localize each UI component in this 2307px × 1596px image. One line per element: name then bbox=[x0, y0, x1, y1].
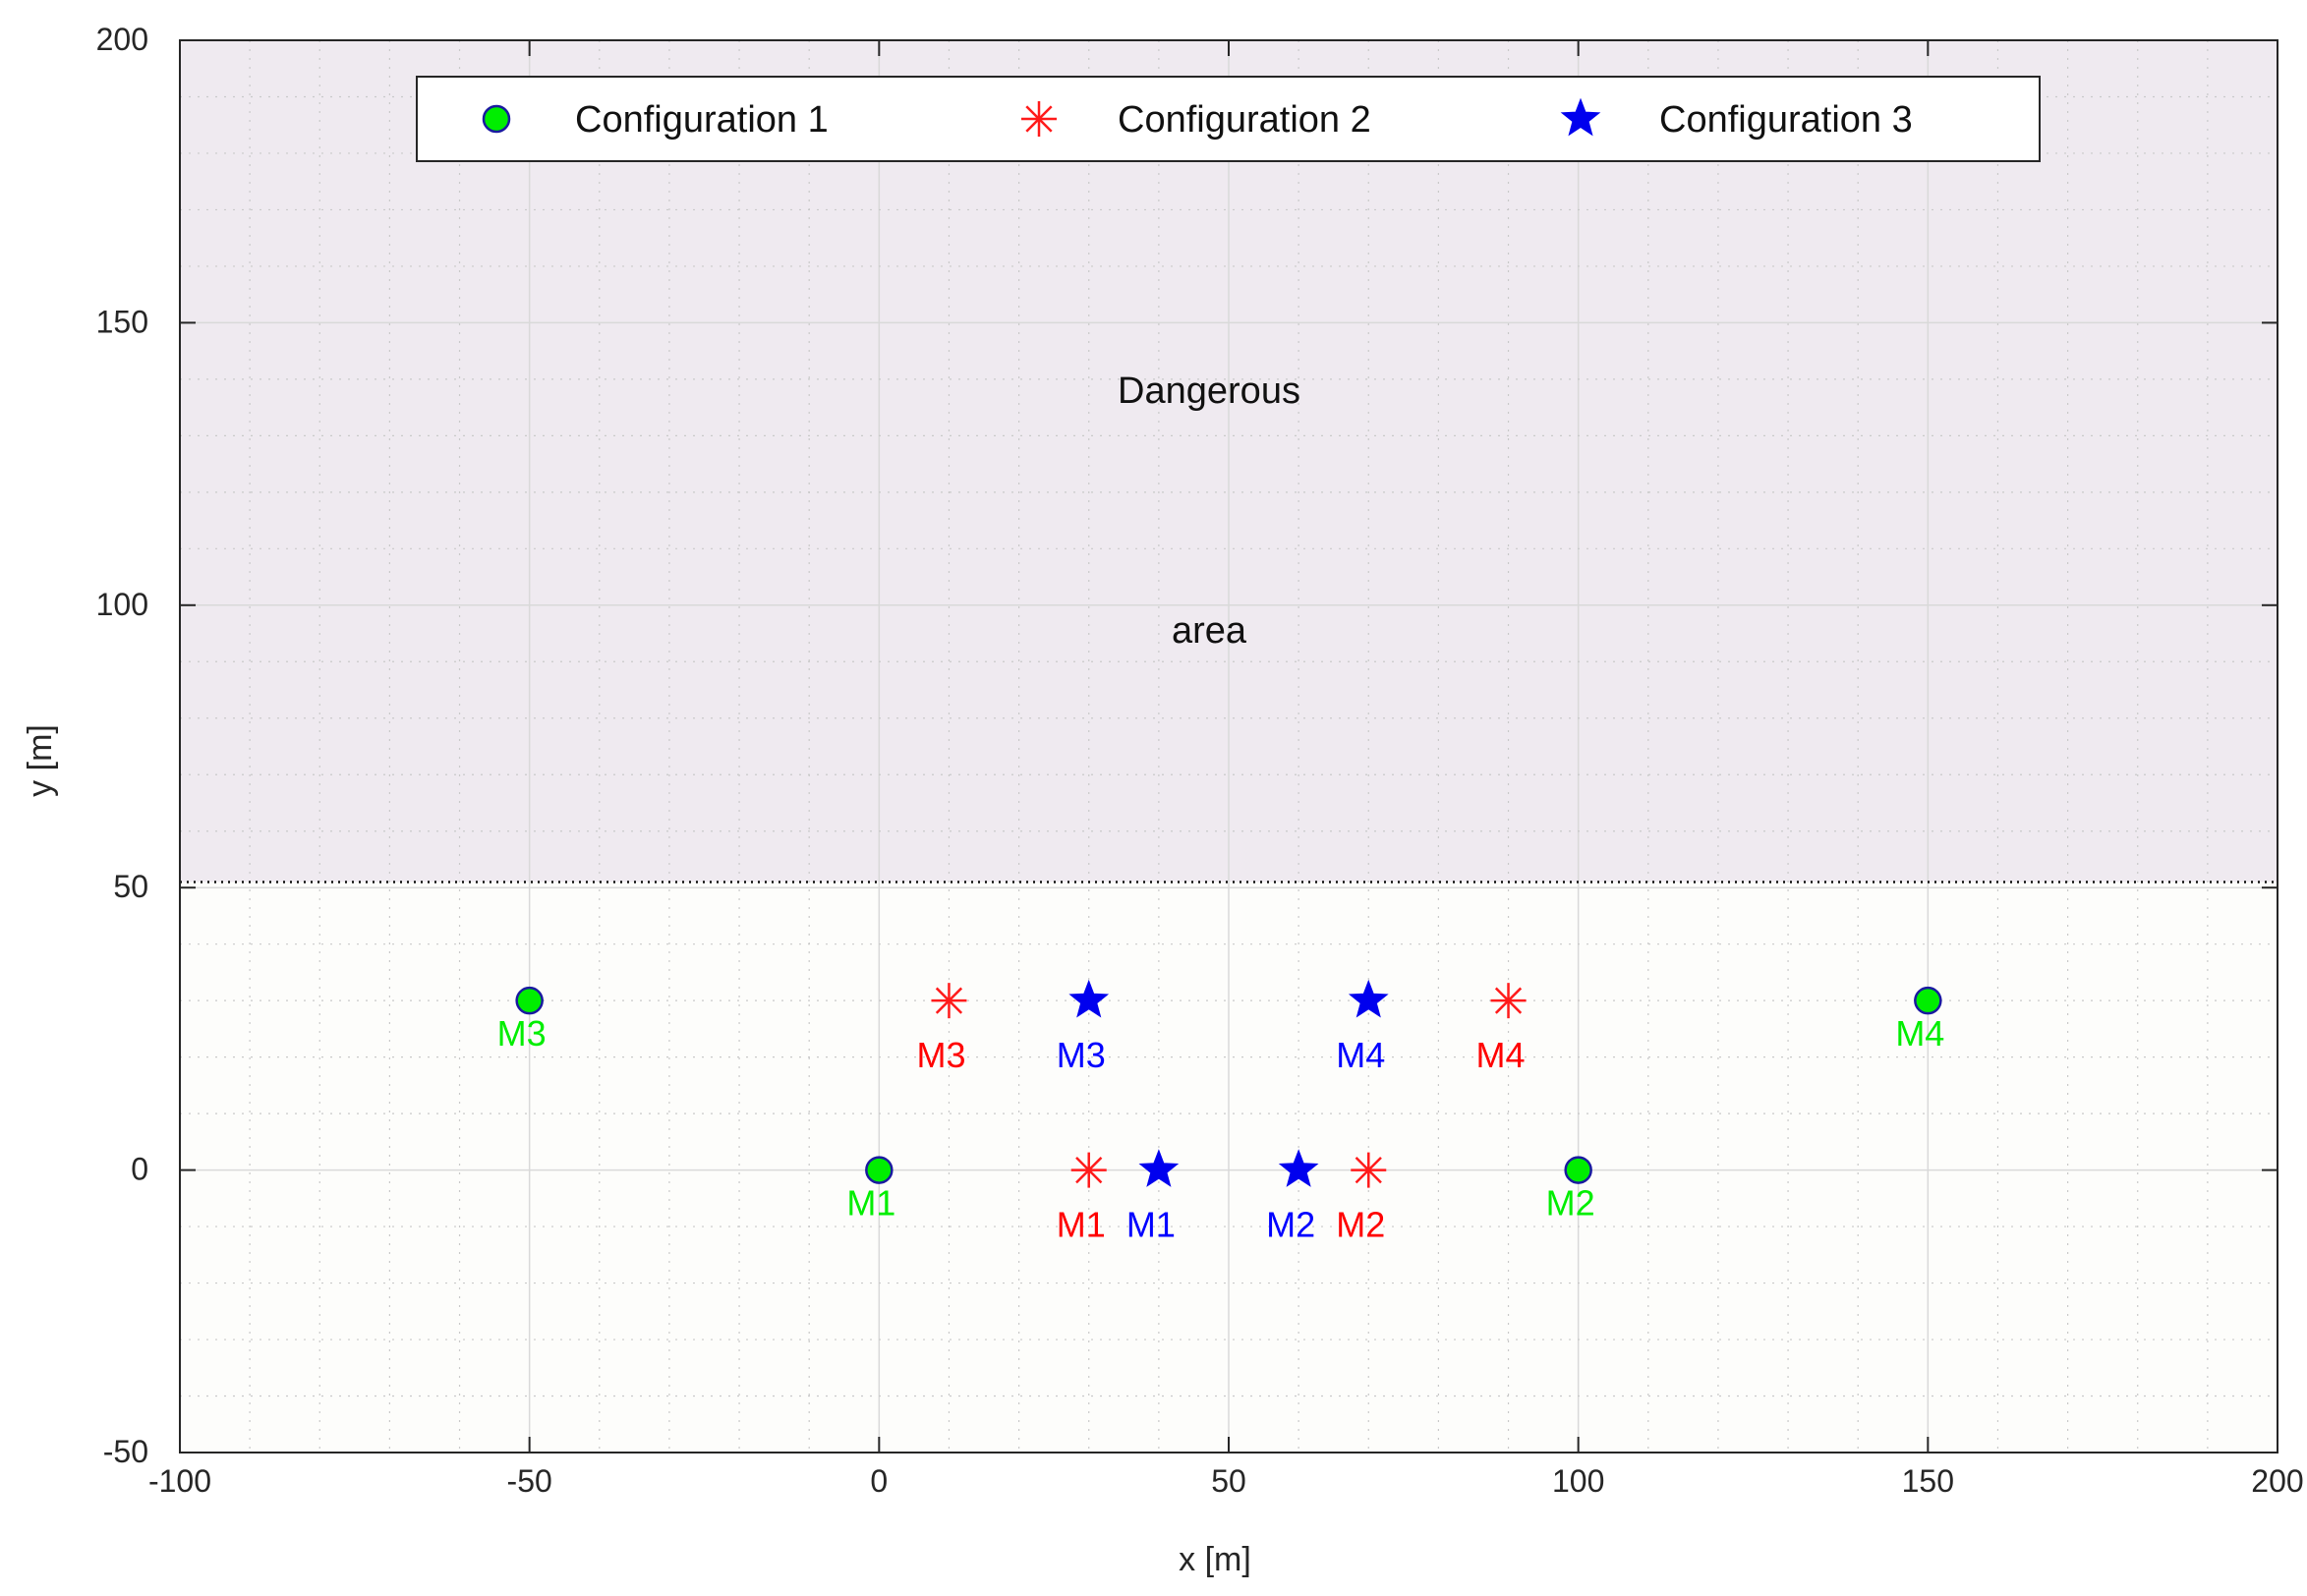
legend-label: Configuration 3 bbox=[1659, 99, 1913, 141]
legend-marker-star bbox=[1560, 97, 1601, 137]
point-circle-m3 bbox=[515, 986, 544, 1015]
point-circle-m2 bbox=[1564, 1156, 1592, 1184]
point-label-m4: M4 bbox=[1895, 1013, 1944, 1054]
legend-box bbox=[416, 76, 2041, 162]
x-tick-label: 0 bbox=[870, 1463, 888, 1499]
y-tick-label: 50 bbox=[113, 869, 148, 904]
x-tick-label: 150 bbox=[1902, 1463, 1954, 1499]
y-axis-label: y [m] bbox=[22, 724, 59, 797]
x-axis-label: x [m] bbox=[1179, 1541, 1251, 1578]
x-tick-label: 100 bbox=[1552, 1463, 1604, 1499]
point-label-m3: M3 bbox=[497, 1013, 547, 1054]
point-label-m2: M2 bbox=[1336, 1205, 1385, 1245]
grid-lines bbox=[180, 40, 2278, 1453]
point-circle-m4 bbox=[1914, 986, 1942, 1015]
x-tick-label: -50 bbox=[507, 1463, 552, 1499]
point-asterisk-m2 bbox=[1351, 1152, 1387, 1188]
axes-frame bbox=[179, 39, 2278, 1454]
point-star-m2 bbox=[1278, 1149, 1319, 1187]
x-tick-label: 200 bbox=[2251, 1463, 2303, 1499]
asterisk-stroke bbox=[935, 987, 963, 1014]
point-label-m4: M4 bbox=[1476, 1035, 1526, 1075]
point-star-m4 bbox=[1348, 979, 1389, 1018]
point-label-m3: M3 bbox=[1057, 1035, 1106, 1075]
legend: Configuration 1 Configuration 2 Configurat… bbox=[416, 76, 2041, 162]
point-asterisk-m3 bbox=[931, 983, 967, 1019]
point-label-m1: M1 bbox=[846, 1183, 895, 1224]
asterisk-stroke bbox=[1075, 1156, 1103, 1184]
point-label-m1: M1 bbox=[1057, 1205, 1106, 1245]
data-points: M1 M2 M3 M4 M1 M2 M3 M4 M1 M2 M3 M4 bbox=[497, 979, 1944, 1245]
x-tick-label: -100 bbox=[148, 1463, 211, 1499]
asterisk-stroke bbox=[1025, 105, 1053, 133]
point-label-m2: M2 bbox=[1266, 1205, 1315, 1245]
point-asterisk-m4 bbox=[1490, 983, 1527, 1019]
y-tick-label: 0 bbox=[131, 1152, 148, 1187]
y-tick-label: -50 bbox=[103, 1434, 148, 1469]
asterisk-stroke bbox=[1494, 987, 1523, 1014]
point-label-m1: M1 bbox=[1126, 1205, 1176, 1245]
legend-marker-circle bbox=[482, 104, 511, 134]
point-circle-m1 bbox=[865, 1156, 894, 1184]
point-label-m2: M2 bbox=[1546, 1183, 1595, 1224]
legend-label: Configuration 2 bbox=[1118, 99, 1371, 141]
dangerous-area-label-line2: area bbox=[1172, 610, 1247, 652]
legend-marker-asterisk bbox=[1021, 101, 1057, 137]
point-label-m4: M4 bbox=[1336, 1035, 1385, 1075]
y-tick-label: 100 bbox=[96, 587, 148, 622]
y-tick-label: 150 bbox=[96, 304, 148, 339]
y-tick-label: 200 bbox=[96, 22, 148, 57]
asterisk-stroke bbox=[1355, 1156, 1382, 1184]
point-label-m3: M3 bbox=[916, 1035, 965, 1075]
point-star-m3 bbox=[1068, 979, 1110, 1018]
dangerous-area-label-line1: Dangerous bbox=[1118, 370, 1300, 412]
x-tick-label: 50 bbox=[1211, 1463, 1246, 1499]
point-star-m1 bbox=[1138, 1149, 1180, 1187]
legend-label: Configuration 1 bbox=[575, 99, 829, 141]
point-asterisk-m1 bbox=[1070, 1152, 1107, 1188]
